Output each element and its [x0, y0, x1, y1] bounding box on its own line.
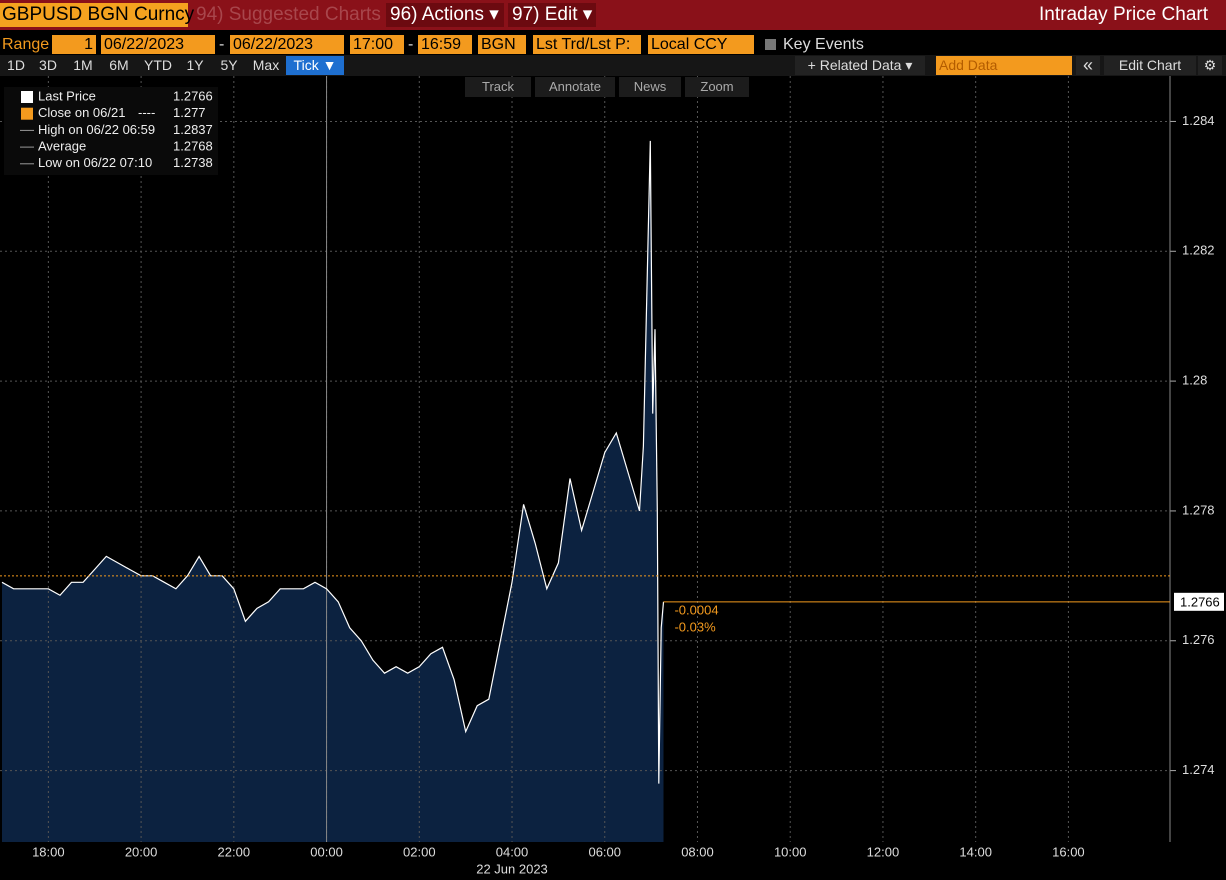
- legend-value: 1.2837: [173, 122, 213, 137]
- legend-value: 1.2766: [173, 88, 213, 103]
- legend-value: 1.2768: [173, 139, 213, 154]
- start-time[interactable]: 17:00: [350, 35, 404, 54]
- x-tick-label: 08:00: [681, 844, 714, 859]
- checkbox[interactable]: [765, 39, 776, 50]
- period-button[interactable]: YTD: [144, 57, 172, 73]
- related-data[interactable]: + Related Data ▾: [795, 56, 925, 75]
- x-tick-label: 02:00: [403, 844, 436, 859]
- period-button[interactable]: 1D: [7, 57, 25, 73]
- period-input[interactable]: 1: [52, 35, 96, 54]
- period-button[interactable]: 1Y: [186, 57, 204, 73]
- x-tick-label: 16:00: [1052, 844, 1085, 859]
- x-tick-label: 20:00: [125, 844, 158, 859]
- x-axis-title: 22 Jun 2023: [476, 861, 548, 876]
- menu[interactable]: 96) Actions ▾: [386, 3, 504, 27]
- legend-label: High on 06/22 06:59: [38, 122, 155, 137]
- y-tick-label: 1.276: [1182, 632, 1215, 647]
- page-title: Intraday Price Chart: [1039, 4, 1208, 25]
- legend-value: 1.277: [173, 105, 206, 120]
- tool-button[interactable]: News: [619, 77, 681, 97]
- period-button[interactable]: Tick ▼: [286, 56, 344, 75]
- last-price-label: 1.2766: [1180, 594, 1220, 609]
- start-date[interactable]: 06/22/2023: [101, 35, 215, 54]
- period-button[interactable]: 5Y: [220, 57, 238, 73]
- x-tick-label: 14:00: [959, 844, 992, 859]
- legend-swatch: [21, 107, 33, 120]
- ticker[interactable]: GBPUSD BGN Curncy: [0, 3, 195, 27]
- period-button[interactable]: Max: [252, 57, 280, 73]
- legend-bg: [4, 87, 218, 175]
- area: [2, 140, 664, 842]
- legend-label: Average: [38, 139, 86, 154]
- edit-chart[interactable]: Edit Chart: [1104, 56, 1196, 75]
- change-label: -0.0004: [674, 602, 718, 617]
- x-tick-label: 04:00: [496, 844, 529, 859]
- x-tick-label: 10:00: [774, 844, 807, 859]
- x-tick-label: 00:00: [310, 844, 343, 859]
- legend-label: Low on 06/22 07:10: [38, 155, 152, 170]
- period-button[interactable]: 6M: [109, 57, 129, 73]
- y-tick-label: 1.274: [1182, 762, 1215, 777]
- end-time[interactable]: 16:59: [418, 35, 472, 54]
- add-data[interactable]: Add Data: [936, 56, 1072, 75]
- menu[interactable]: 94) Suggested Charts: [196, 4, 381, 25]
- price-line: [1, 140, 665, 784]
- tool-button[interactable]: Zoom: [685, 77, 749, 97]
- y-tick-label: 1.284: [1182, 113, 1215, 128]
- x-tick-label: 12:00: [867, 844, 900, 859]
- end-date[interactable]: 06/22/2023: [230, 35, 344, 54]
- title-bar: GBPUSD BGN Curncy 94) Suggested Charts 9…: [0, 0, 1226, 30]
- legend-label: Close on 06/21: [38, 105, 125, 120]
- legend-style: ----: [138, 105, 155, 120]
- y-tick-label: 1.28: [1182, 373, 1207, 388]
- menu[interactable]: 97) Edit ▾: [508, 3, 596, 27]
- y-tick-label: 1.278: [1182, 502, 1215, 517]
- legend-value: 1.2738: [173, 155, 213, 170]
- key-events: Key Events: [783, 36, 864, 53]
- x-tick-label: 18:00: [32, 844, 65, 859]
- period-button[interactable]: 3D: [39, 57, 57, 73]
- currency[interactable]: Local CCY: [648, 35, 754, 54]
- settings[interactable]: ⚙: [1198, 56, 1222, 75]
- x-tick-label: 06:00: [588, 844, 621, 859]
- period-button[interactable]: 1M: [73, 57, 93, 73]
- change-label: -0.03%: [674, 619, 716, 634]
- y-tick-label: 1.282: [1182, 243, 1215, 258]
- tool-button[interactable]: Track: [465, 77, 531, 97]
- legend-label: Last Price: [38, 88, 96, 103]
- x-tick-label: 22:00: [218, 844, 251, 859]
- separator: -: [408, 36, 414, 53]
- source[interactable]: BGN: [478, 35, 526, 54]
- tool-button[interactable]: Annotate: [535, 77, 615, 97]
- legend-swatch: [21, 91, 33, 103]
- separator: -: [219, 36, 225, 53]
- last-price-box: [1174, 592, 1224, 611]
- range-label: Range: [2, 36, 50, 53]
- collapse[interactable]: «: [1076, 56, 1100, 75]
- field[interactable]: Lst Trd/Lst P:: [533, 35, 641, 54]
